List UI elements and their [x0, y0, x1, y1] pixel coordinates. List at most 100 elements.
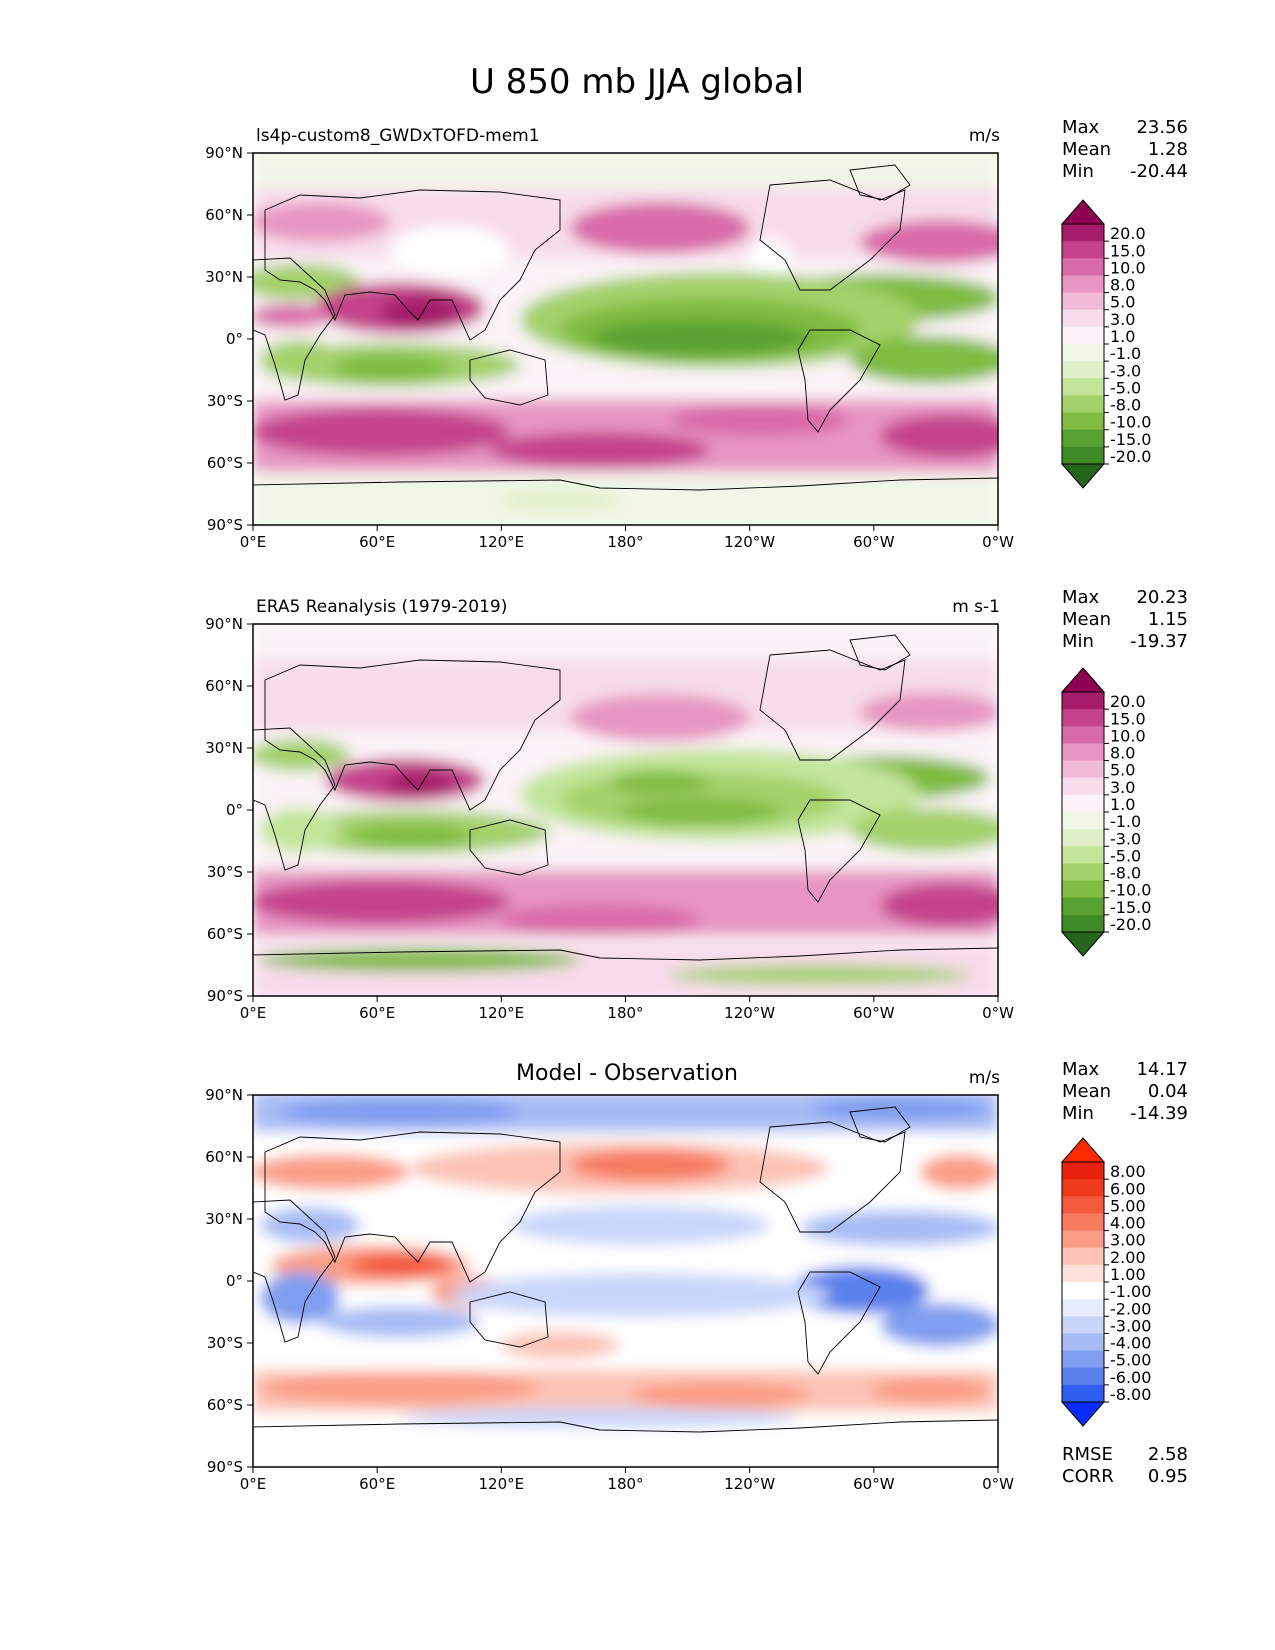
stat-label: Min	[1062, 631, 1094, 652]
y-tick-label: 90°N	[205, 144, 243, 162]
panel-units: m/s	[969, 126, 1000, 146]
stat-value: 1.28	[1148, 139, 1188, 160]
axis-ticks: 0°E 60°E 120°E 180° 120°W 60°W 0°W 90°N 60°N 30°N…	[205, 615, 1014, 1022]
stat-value: 1.15	[1148, 609, 1188, 630]
x-tick-label: 0°W	[982, 1004, 1014, 1022]
x-tick-label: 60°W	[853, 1004, 895, 1022]
colorbar-label: -4.00	[1110, 1334, 1151, 1353]
colorbar-band	[1062, 429, 1104, 448]
colorbar-label: 20.0	[1110, 224, 1146, 243]
panel-obs: ERA5 Reanalysis (1979-2019) m s-1	[205, 597, 1014, 1022]
stat-label: CORR	[1062, 1466, 1114, 1487]
axis-ticks: 0°E 60°E 120°E 180° 120°W 60°W 0°W 90°N 60°N 30°N…	[205, 144, 1014, 551]
colorbar-band	[1062, 794, 1104, 813]
axis-ticks: 0°E 60°E 120°E 180° 120°W 60°W 0°W 90°N 60°N 30°N…	[205, 1086, 1014, 1493]
x-tick-label: 120°W	[724, 1475, 775, 1493]
colorbar-label: 8.0	[1110, 744, 1135, 763]
coastlines	[253, 164, 998, 491]
colorbar-band	[1062, 412, 1104, 431]
map-field	[253, 1095, 998, 1467]
colorbar-label: -5.00	[1110, 1351, 1151, 1370]
colorbar-band	[1062, 446, 1104, 465]
panel-title: ls4p-custom8_GWDxTOFD-mem1	[256, 126, 540, 146]
colorbar-label: 1.0	[1110, 795, 1135, 814]
colorbar-band	[1062, 309, 1104, 328]
colorbar-extend-min	[1060, 931, 1106, 957]
x-tick-label: 0°E	[240, 1475, 267, 1493]
colorbar-band	[1062, 361, 1104, 379]
stat-value: -14.39	[1130, 1103, 1188, 1124]
colorbar: 20.015.010.08.05.03.01.0-1.0-3.0-5.0-8.0…	[1060, 667, 1151, 957]
colorbar-label: 3.0	[1110, 778, 1135, 797]
x-tick-label: 120°E	[479, 533, 525, 551]
stat-value: 23.56	[1136, 117, 1188, 138]
colorbar-band	[1062, 812, 1104, 830]
colorbar-label: 5.0	[1110, 761, 1135, 780]
panel-title: Model - Observation	[516, 1061, 738, 1086]
colorbar-label: -20.0	[1110, 915, 1151, 934]
coastlines	[253, 1106, 998, 1433]
colorbar-band	[1062, 241, 1104, 259]
x-tick-label: 0°W	[982, 1475, 1014, 1493]
x-tick-label: 60°E	[359, 1475, 395, 1493]
stats-block: Max 20.23 Mean 1.15 Min -19.37	[1062, 587, 1188, 652]
colorbar-label: 3.00	[1110, 1231, 1146, 1250]
colorbar-label: 2.00	[1110, 1248, 1146, 1267]
stat-label: Mean	[1062, 139, 1111, 160]
colorbar-band	[1062, 344, 1104, 362]
colorbar-band	[1062, 224, 1104, 242]
x-tick-label: 60°E	[359, 1004, 395, 1022]
y-tick-label: 30°N	[205, 268, 243, 286]
panel-model: ls4p-custom8_GWDxTOFD-mem1 m/s	[205, 126, 1014, 551]
colorbar-band	[1062, 1179, 1104, 1197]
y-tick-label: 60°S	[207, 925, 243, 943]
colorbar-label: 20.0	[1110, 692, 1146, 711]
y-tick-label: 90°N	[205, 615, 243, 633]
x-tick-label: 60°E	[359, 533, 395, 551]
x-tick-label: 120°W	[724, 1004, 775, 1022]
colorbar-band	[1062, 880, 1104, 899]
colorbar-band	[1062, 1264, 1104, 1283]
colorbar-label: 6.00	[1110, 1179, 1146, 1198]
stat-label: Min	[1062, 1103, 1094, 1124]
x-tick-label: 120°E	[479, 1475, 525, 1493]
colorbar-label: 4.00	[1110, 1214, 1146, 1233]
colorbar-label: -15.0	[1110, 430, 1151, 449]
colorbar-band	[1062, 863, 1104, 882]
y-tick-label: 60°S	[207, 454, 243, 472]
colorbar-band	[1062, 1230, 1104, 1249]
stat-label: Mean	[1062, 1081, 1111, 1102]
colorbar-label: -3.00	[1110, 1316, 1151, 1335]
x-tick-label: 0°E	[240, 533, 267, 551]
stat-label: Max	[1062, 587, 1100, 608]
y-tick-label: 90°N	[205, 1086, 243, 1104]
y-tick-label: 60°S	[207, 1396, 243, 1414]
colorbar-extend-max	[1060, 667, 1106, 693]
colorbar-band	[1062, 275, 1104, 294]
stat-label: Max	[1062, 117, 1100, 138]
stat-value: -19.37	[1130, 631, 1188, 652]
colorbar-label: 3.0	[1110, 310, 1135, 329]
colorbar-band	[1062, 292, 1104, 311]
colorbar-band	[1062, 1213, 1104, 1232]
stats-block: Max 23.56 Mean 1.28 Min -20.44	[1062, 117, 1188, 182]
y-tick-label: 0°	[226, 330, 243, 348]
colorbar: 8.006.005.004.003.002.001.00-1.00-2.00-3…	[1060, 1137, 1151, 1427]
colorbar-band	[1062, 1350, 1104, 1369]
colorbar-band	[1062, 914, 1104, 933]
stat-label: Max	[1062, 1059, 1100, 1080]
colorbar-label: -2.00	[1110, 1299, 1151, 1318]
panel-title: ERA5 Reanalysis (1979-2019)	[256, 597, 507, 617]
colorbar-label: -1.0	[1110, 344, 1141, 363]
colorbar-band	[1062, 326, 1104, 345]
colorbar-band	[1062, 897, 1104, 916]
y-tick-label: 60°N	[205, 1148, 243, 1166]
colorbar-label: -8.0	[1110, 864, 1141, 883]
colorbar-label: 8.00	[1110, 1162, 1146, 1181]
panel-units: m/s	[969, 1068, 1000, 1088]
panel-units: m s-1	[952, 597, 1000, 617]
stats-block: Max 14.17 Mean 0.04 Min -14.39	[1062, 1059, 1188, 1124]
colorbar-label: -8.0	[1110, 396, 1141, 415]
colorbar-band	[1062, 1162, 1104, 1180]
y-tick-label: 90°S	[207, 516, 243, 534]
